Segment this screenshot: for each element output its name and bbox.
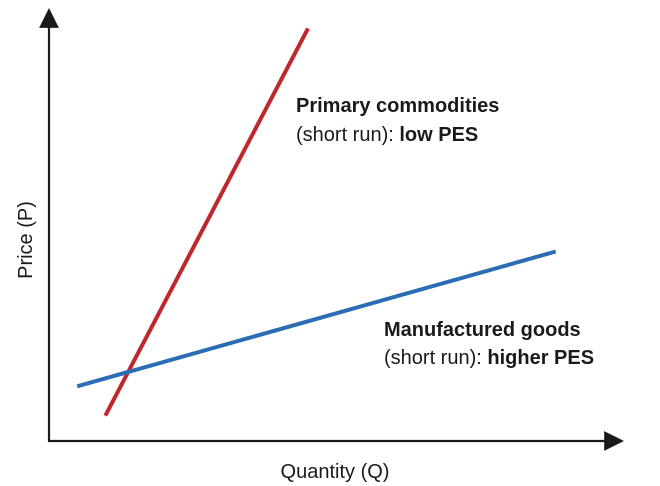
manufactured-goods-title: Manufactured goods (384, 319, 581, 341)
series-layer (76, 27, 557, 417)
manufactured-goods-pes: higher PES (487, 347, 594, 369)
manufactured-goods-subtitle-prefix: (short run): (384, 347, 487, 369)
primary-commodities-subtitle-prefix: (short run): (296, 124, 399, 146)
primary-commodities-title: Primary commodities (296, 95, 499, 117)
primary-commodities-supply-line (103, 27, 310, 417)
primary-commodities-annotation: Primary commodities (short run): low PES (296, 95, 505, 146)
y-axis-label: Price (P) (15, 201, 37, 279)
x-axis-label: Quantity (Q) (281, 461, 390, 483)
manufactured-goods-annotation: Manufactured goods (short run): higher P… (384, 319, 594, 369)
manufactured-goods-supply-line (76, 249, 557, 389)
primary-commodities-pes: low PES (399, 124, 478, 146)
